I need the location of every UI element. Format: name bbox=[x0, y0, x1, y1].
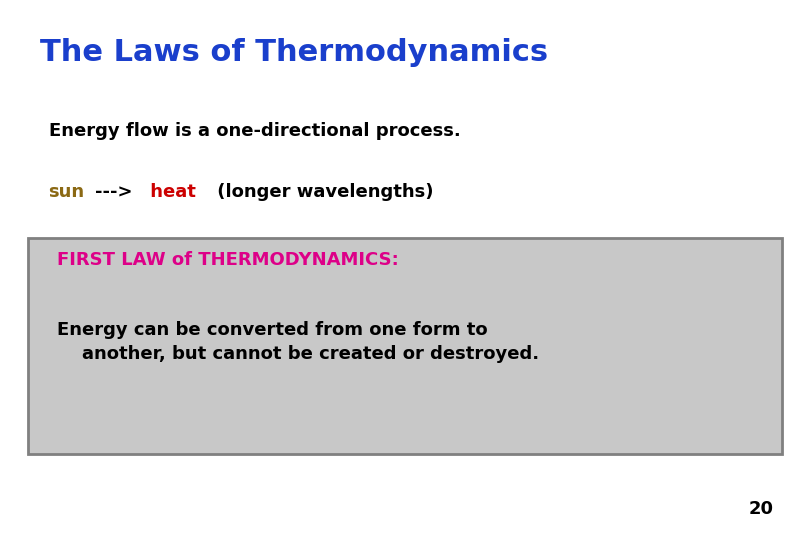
Text: 20: 20 bbox=[748, 501, 774, 518]
Text: (longer wavelengths): (longer wavelengths) bbox=[211, 183, 433, 201]
Text: sun: sun bbox=[49, 183, 85, 201]
Text: FIRST LAW of THERMODYNAMICS:: FIRST LAW of THERMODYNAMICS: bbox=[57, 251, 399, 269]
Text: Energy flow is a one-directional process.: Energy flow is a one-directional process… bbox=[49, 122, 460, 139]
Text: Energy can be converted from one form to
    another, but cannot be created or d: Energy can be converted from one form to… bbox=[57, 321, 539, 363]
Text: heat: heat bbox=[143, 183, 195, 201]
Text: The Laws of Thermodynamics: The Laws of Thermodynamics bbox=[40, 38, 548, 67]
FancyBboxPatch shape bbox=[28, 238, 782, 454]
Text: --->: ---> bbox=[96, 183, 133, 201]
